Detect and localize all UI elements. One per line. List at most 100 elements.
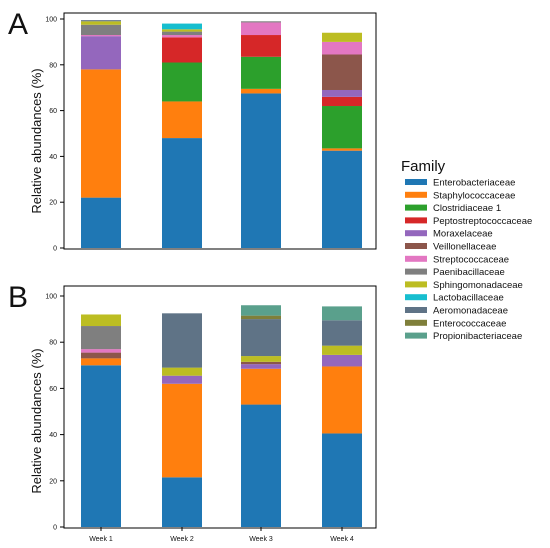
panel-a-bar-4-peptostreptococcaceae	[322, 96, 362, 107]
panel-b-bar-4-propionibacteriaceae	[322, 306, 362, 321]
panel-b-y-axis-label: Relative abundances (%)	[29, 348, 44, 493]
panel-a-bar-1-sphingomonadaceae	[81, 21, 121, 25]
panel-b-label: B	[8, 281, 28, 314]
legend-label-propionibacteriaceae: Propionibacteriaceae	[433, 331, 522, 342]
panel-a-bar-4-clostridiaceae-1	[322, 106, 362, 149]
panel-b-bar-2-staphylococcaceae	[162, 383, 202, 478]
panel-b-y-tick-label-20: 20	[49, 478, 57, 485]
panel-b-x-tick-label-2: Week 2	[170, 536, 194, 543]
panel-b-bar-4-aeromonadaceae	[322, 320, 362, 346]
panel-a-bar-1-streptococcaceae	[81, 35, 121, 37]
panel-a-bar-3-enterobacteriaceae	[241, 93, 281, 248]
legend-label-staphylococcaceae: Staphylococcaceae	[433, 190, 515, 201]
panel-b-bars	[81, 305, 362, 527]
panel-b-bar-2-moraxelaceae	[162, 375, 202, 384]
panel-a-bar-4-sphingomonadaceae	[322, 32, 362, 42]
panel-b-y-ticks: 0 20 40 60 80 100	[45, 294, 64, 532]
panel-b-x-tick-label-1: Week 1	[89, 536, 113, 543]
panel-a-y-tick-label-40: 40	[49, 154, 57, 161]
legend-label-peptostreptococcaceae: Peptostreptococcaceae	[433, 216, 532, 227]
panel-b-bar-4-moraxelaceae	[322, 354, 362, 367]
panel-b-y-tick-label-40: 40	[49, 432, 57, 439]
legend-swatch-aeromonadaceae	[405, 307, 427, 313]
legend-label-veillonellaceae: Veillonellaceae	[433, 242, 496, 253]
panel-b-x-ticks: Week 1 Week 2 Week 3 Week 4	[89, 527, 354, 543]
legend-label-clostridiaceae-1: Clostridiaceae 1	[433, 203, 501, 214]
panel-b-bar-3-enterobacteriaceae	[241, 404, 281, 527]
panel-b-bar-1-sphingomonadaceae	[81, 314, 121, 327]
legend-swatch-propionibacteriaceae	[405, 332, 427, 339]
panel-b-bar-3-enterococcaceae	[241, 315, 281, 320]
legend-swatch-paenibacillaceae	[405, 268, 427, 275]
panel-b-y-tick-label-100: 100	[45, 294, 57, 301]
panel-a-bar-3-staphylococcaceae	[241, 88, 281, 94]
panel-a-bar-3-paenibacillaceae	[241, 21, 281, 23]
panel-a-bar-1-aeromonadaceae	[81, 20, 121, 22]
panel-b-y-tick-label-0: 0	[53, 525, 57, 532]
panel-a-bar-2-enterobacteriaceae	[162, 138, 202, 248]
panel-a-bar-2-lactobacillaceae	[162, 23, 202, 30]
legend-swatch-enterococcaceae	[405, 319, 427, 326]
legend-label-paenibacillaceae: Paenibacillaceae	[433, 267, 505, 278]
panel-b-bar-1-veillonellaceae	[81, 352, 121, 359]
panel-b-x-tick-label-3: Week 3	[249, 536, 273, 543]
legend-label-streptococcaceae: Streptococcaceae	[433, 254, 509, 265]
legend-label-enterococcaceae: Enterococcaceae	[433, 318, 506, 329]
panel-b-bar-1-streptococcaceae	[81, 349, 121, 353]
legend-swatch-peptostreptococcaceae	[405, 217, 427, 224]
panel-a-bar-2-clostridiaceae-1	[162, 62, 202, 102]
legend-swatch-staphylococcaceae	[405, 191, 427, 198]
panel-b-bar-2-sphingomonadaceae	[162, 367, 202, 376]
legend: Family EnterobacteriaceaeStaphylococcace…	[401, 158, 532, 342]
legend-swatch-lactobacillaceae	[405, 294, 427, 301]
panel-a-label: A	[8, 8, 28, 41]
panel-a-bar-4-veillonellaceae	[322, 54, 362, 90]
panel-b-bar-4-sphingomonadaceae	[322, 345, 362, 355]
panel-a-bar-2-streptococcaceae	[162, 35, 202, 38]
legend-swatch-enterobacteriaceae	[405, 179, 427, 185]
panel-a-bar-2-sphingomonadaceae	[162, 29, 202, 32]
panel-a-bar-2-staphylococcaceae	[162, 101, 202, 139]
panel-b-bar-1-paenibacillaceae	[81, 326, 121, 350]
panel-a-bar-3-clostridiaceae-1	[241, 56, 281, 89]
panel-a-y-tick-label-100: 100	[45, 17, 57, 24]
panel-b-bar-3-sphingomonadaceae	[241, 356, 281, 362]
panel-a-bar-1-paenibacillaceae	[81, 24, 121, 36]
panel-a-bar-4-enterobacteriaceae	[322, 150, 362, 248]
panel-b-bar-1-staphylococcaceae	[81, 358, 121, 366]
panel-a-bars	[81, 20, 362, 248]
panel-b-bar-4-staphylococcaceae	[322, 366, 362, 434]
panel-b-bar-4-enterobacteriaceae	[322, 433, 362, 527]
panel-b-y-tick-label-80: 80	[49, 340, 57, 347]
panel-b-plot-frame	[63, 285, 377, 529]
panel-a-bar-1-enterobacteriaceae	[81, 197, 121, 248]
panel-a-bar-4-moraxelaceae	[322, 89, 362, 97]
panel-a-y-tick-label-20: 20	[49, 200, 57, 207]
panel-a: A Relative abundances (%) 0 20 40 60 80 100	[8, 8, 377, 253]
panel-b-bar-2-aeromonadaceae	[162, 313, 202, 368]
panel-a-bar-1-moraxelaceae	[81, 36, 121, 70]
panel-b-bar-3-propionibacteriaceae	[241, 305, 281, 316]
panel-a-bar-3-peptostreptococcaceae	[241, 35, 281, 57]
panel-a-y-tick-label-60: 60	[49, 108, 57, 115]
panel-a-bar-3-streptococcaceae	[241, 22, 281, 36]
legend-swatch-moraxelaceae	[405, 230, 427, 237]
panel-b-bar-3-veillonellaceae	[241, 361, 281, 365]
legend-swatch-clostridiaceae-1	[405, 204, 427, 211]
panel-b-bar-3-staphylococcaceae	[241, 368, 281, 405]
panel-a-bar-4-streptococcaceae	[322, 41, 362, 55]
panel-a-plot-frame	[63, 12, 377, 250]
panel-b-bar-3-moraxelaceae	[241, 364, 281, 369]
panel-a-bar-4-staphylococcaceae	[322, 148, 362, 151]
panel-a-bar-2-paenibacillaceae	[162, 31, 202, 36]
legend-label-aeromonadaceae: Aeromonadaceae	[433, 306, 508, 317]
panel-a-y-tick-label-80: 80	[49, 62, 57, 69]
panel-a-bar-1-staphylococcaceae	[81, 69, 121, 198]
legend-swatch-veillonellaceae	[405, 243, 427, 249]
panel-b-bar-1-enterobacteriaceae	[81, 365, 121, 527]
legend-label-enterobacteriaceae: Enterobacteriaceae	[433, 178, 515, 189]
legend-label-sphingomonadaceae: Sphingomonadaceae	[433, 280, 523, 291]
panel-a-y-axis-label: Relative abundances (%)	[29, 68, 44, 213]
